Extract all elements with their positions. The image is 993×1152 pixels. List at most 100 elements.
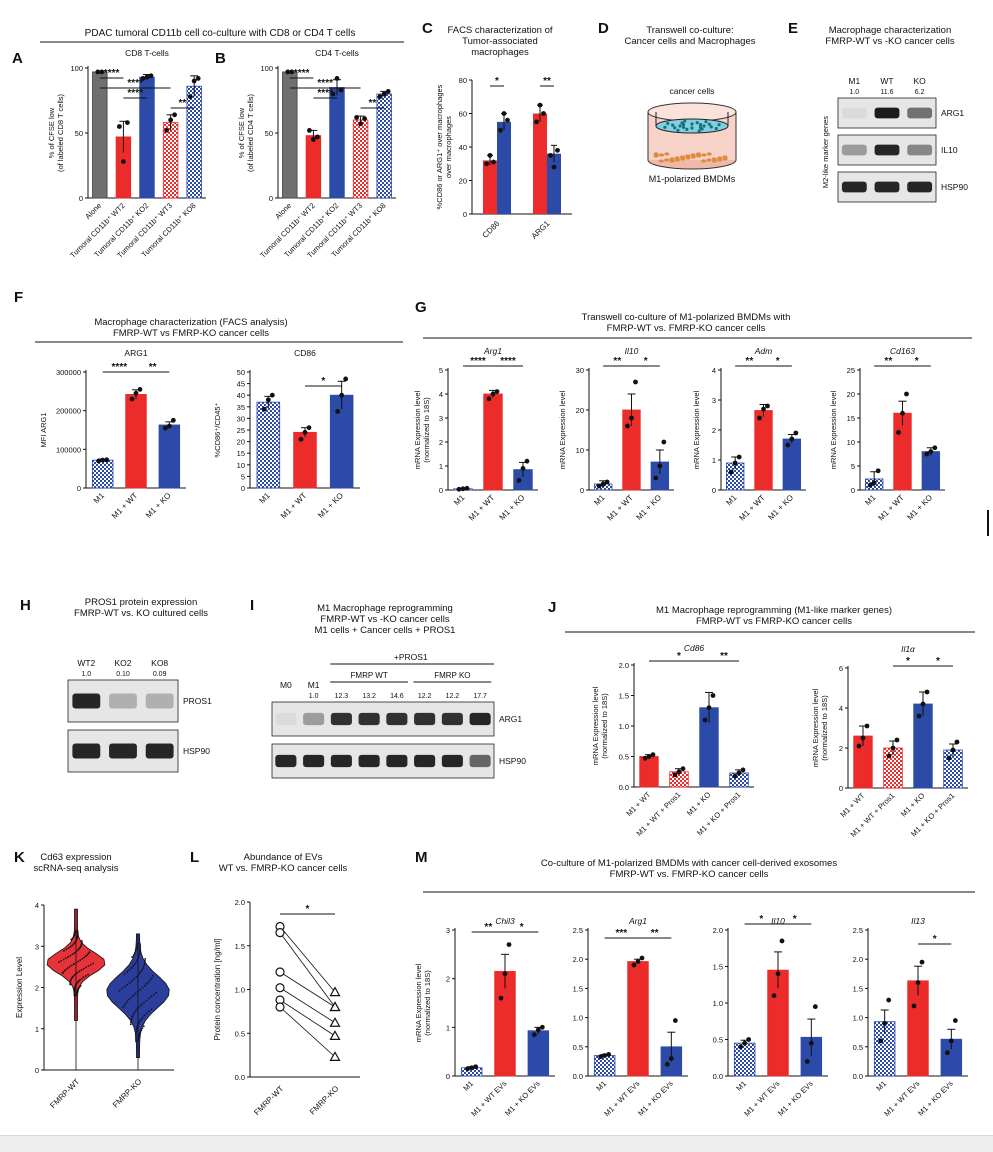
cell-dot	[79, 946, 81, 949]
data-point	[339, 392, 345, 398]
signif-label: ****	[500, 356, 516, 367]
ko-point	[329, 986, 341, 997]
x-tick-label: M1 + WT	[467, 493, 497, 523]
lane-label: KO8	[151, 658, 168, 668]
bar	[547, 153, 561, 214]
y-tick-label: 100	[70, 64, 83, 73]
chart-title: Cd86	[684, 643, 705, 653]
cell-dot	[72, 943, 75, 946]
cell-dot	[138, 1035, 140, 1038]
band	[874, 107, 900, 119]
data-point	[728, 469, 734, 475]
y-tick-label: 5	[241, 472, 245, 481]
pair-line	[279, 1006, 336, 1058]
cell-dot	[140, 1003, 143, 1006]
data-point	[484, 161, 489, 167]
bar	[158, 424, 181, 489]
data-point	[285, 69, 291, 75]
cell-dot	[139, 945, 142, 947]
y-tick-label: 20	[847, 390, 855, 399]
cell-dot	[131, 1015, 134, 1018]
y-tick-label: 0	[446, 1072, 450, 1081]
cell-dot	[73, 993, 76, 996]
bar	[162, 122, 179, 199]
data-point	[144, 74, 150, 80]
cell-dot	[62, 971, 65, 973]
data-point	[808, 1040, 814, 1046]
chart-title: ARG1	[124, 348, 147, 358]
data-point	[896, 430, 901, 435]
bar	[497, 121, 511, 214]
cell-dot	[129, 1023, 132, 1026]
band-label: PROS1	[183, 696, 212, 706]
cell-dot	[135, 1032, 137, 1035]
y-tick-label: 0.5	[235, 1029, 245, 1038]
x-tick-label: M1	[734, 1079, 748, 1093]
data-point	[804, 1059, 810, 1064]
cell-dot	[141, 1016, 144, 1019]
cell-dot	[128, 981, 131, 984]
data-point	[732, 460, 738, 466]
data-point	[878, 1038, 884, 1044]
data-point	[162, 425, 168, 431]
panel-letter-e: E	[788, 20, 798, 37]
bar	[754, 410, 773, 491]
data-point	[757, 415, 762, 421]
cell-dot	[143, 963, 146, 966]
x-tick-label: M1 + KO	[766, 493, 795, 522]
data-point	[505, 117, 510, 123]
signif-label: ****	[112, 362, 128, 373]
data-point	[606, 1051, 612, 1057]
signif-label: **	[884, 356, 892, 367]
y-tick-label: 25	[237, 426, 245, 435]
data-point	[664, 1061, 670, 1067]
data-point	[311, 137, 316, 142]
header-g: Transwell co-culture of M1-polarized BMD…	[582, 312, 791, 323]
signif-label: *	[776, 356, 780, 367]
y-tick-label: 0.5	[573, 1043, 583, 1052]
data-point	[646, 754, 652, 759]
y-axis-label: over macrophages	[444, 116, 453, 178]
data-point	[950, 747, 956, 753]
macrophage-dot	[717, 158, 723, 162]
signif-label: *	[933, 934, 937, 945]
data-point	[289, 69, 295, 75]
band	[414, 754, 436, 768]
lane-quant: 1.0	[309, 693, 319, 700]
data-point	[882, 1021, 888, 1026]
y-axis-label: (of labeled CD8 T cells)	[56, 93, 65, 172]
cell-dot	[63, 949, 65, 952]
y-tick-label: 15	[847, 414, 855, 423]
cell-dot	[135, 1009, 137, 1012]
panel-letter-c: C	[422, 20, 433, 37]
cell-dot	[136, 946, 138, 948]
cell-dot	[78, 947, 80, 950]
y-tick-label: 60	[459, 110, 467, 119]
macrophage-dot	[669, 159, 675, 163]
band	[72, 693, 101, 709]
cell-dot	[76, 931, 79, 934]
cell-dot	[134, 1034, 137, 1037]
cell-dot	[73, 951, 76, 954]
signif-label: ***	[615, 928, 627, 939]
cell-dot	[73, 994, 76, 997]
cell-dot	[681, 125, 686, 130]
cell-dot	[150, 976, 153, 979]
cell-dot	[84, 955, 87, 958]
header-c: Tumor-associated	[462, 36, 538, 47]
data-point	[672, 1018, 678, 1023]
cell-dot	[144, 960, 146, 962]
data-point	[524, 458, 530, 464]
macrophage-dot	[674, 158, 681, 162]
bar	[483, 160, 497, 214]
blot-i: M0 M1 1.0 12.3 13.2 14.6 12.2 12.2 17.7 ARG1 HSP90…	[271, 652, 526, 779]
data-point	[650, 752, 656, 758]
cell-dot	[63, 969, 66, 972]
chart-title: Adm	[754, 346, 772, 356]
data-point	[170, 417, 176, 423]
data-point	[99, 69, 105, 75]
data-point	[911, 1003, 917, 1009]
macrophage-dot	[701, 159, 707, 163]
chart-g1: 0 1 2 3 4 5 mRNA Expression level (normalized t…	[413, 346, 538, 523]
